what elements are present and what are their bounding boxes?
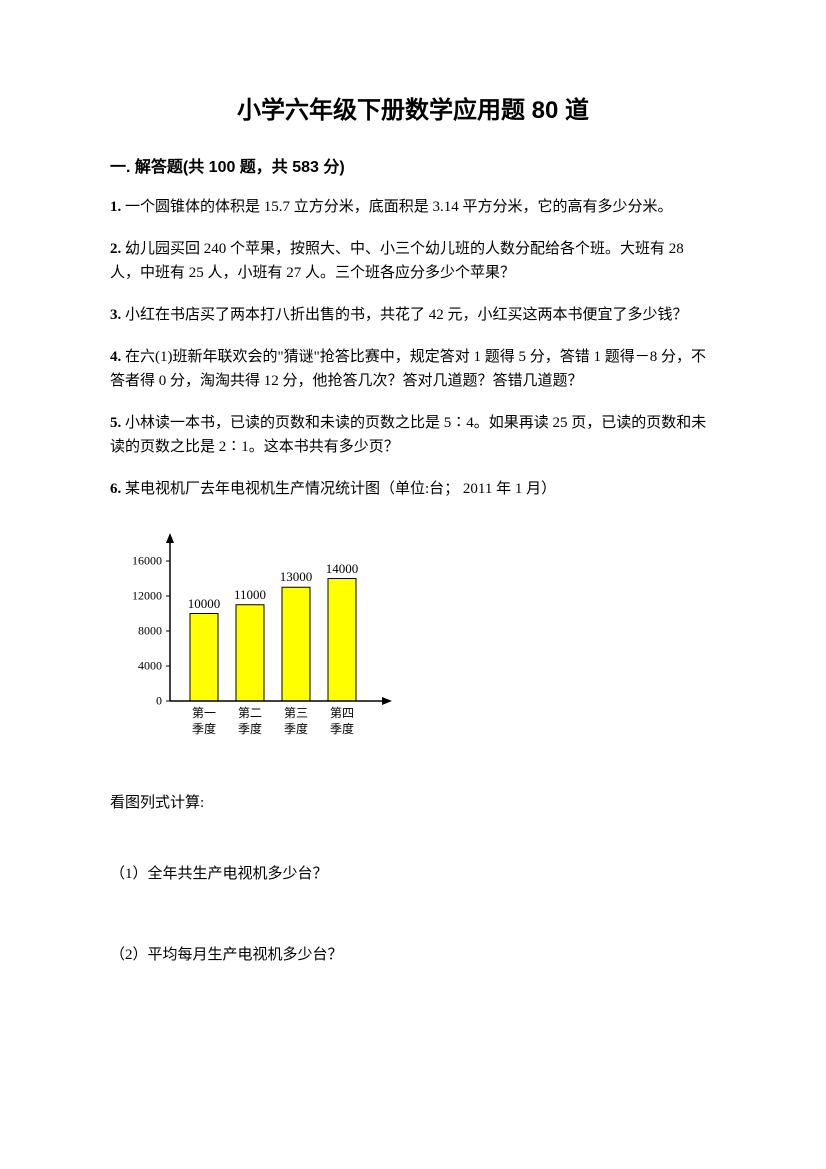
question-3-text: 小红在书店买了两本打八折出售的书，共花了 42 元，小红买这两本书便宜了多少钱？ (121, 307, 687, 323)
question-1: 1. 一个圆锥体的体积是 15.7 立方分米，底面积是 3.14 平方分米，它的… (110, 195, 716, 219)
question-2-num: 2. (110, 241, 121, 257)
question-5-text: 小林读一本书，已读的页数和未读的页数之比是 5∶4。如果再读 25 页，已读的页… (110, 415, 706, 455)
chart-instruction: 看图列式计算: (110, 791, 716, 812)
question-6: 6. 某电视机厂去年电视机生产情况统计图（单位:台； 2011 年 1 月） (110, 477, 716, 501)
sub-question-1: （1）全年共生产电视机多少台？ (110, 862, 716, 883)
question-2: 2. 幼儿园买回 240 个苹果，按照大、中、小三个幼儿班的人数分配给各个班。大… (110, 237, 716, 285)
question-6-text: 某电视机厂去年电视机生产情况统计图（单位:台； 2011 年 1 月） (121, 481, 556, 497)
question-1-num: 1. (110, 199, 121, 215)
question-4-num: 4. (110, 349, 121, 365)
question-5: 5. 小林读一本书，已读的页数和未读的页数之比是 5∶4。如果再读 25 页，已… (110, 411, 716, 459)
question-2-text: 幼儿园买回 240 个苹果，按照大、中、小三个幼儿班的人数分配给各个班。大班有 … (110, 241, 684, 281)
bar-chart: 040008000120001600010000第一季度11000第二季度130… (120, 531, 440, 751)
question-6-num: 6. (110, 481, 121, 497)
question-4-text: 在六(1)班新年联欢会的"猜谜"抢答比赛中，规定答对 1 题得 5 分，答错 1… (110, 349, 706, 389)
question-1-text: 一个圆锥体的体积是 15.7 立方分米，底面积是 3.14 平方分米，它的高有多… (121, 199, 672, 215)
page-title: 小学六年级下册数学应用题 80 道 (110, 90, 716, 125)
question-3: 3. 小红在书店买了两本打八折出售的书，共花了 42 元，小红买这两本书便宜了多… (110, 303, 716, 327)
question-3-num: 3. (110, 307, 121, 323)
section-header: 一. 解答题(共 100 题，共 583 分) (110, 153, 716, 177)
sub-question-2: （2）平均每月生产电视机多少台？ (110, 943, 716, 964)
question-4: 4. 在六(1)班新年联欢会的"猜谜"抢答比赛中，规定答对 1 题得 5 分，答… (110, 345, 716, 393)
question-5-num: 5. (110, 415, 121, 431)
